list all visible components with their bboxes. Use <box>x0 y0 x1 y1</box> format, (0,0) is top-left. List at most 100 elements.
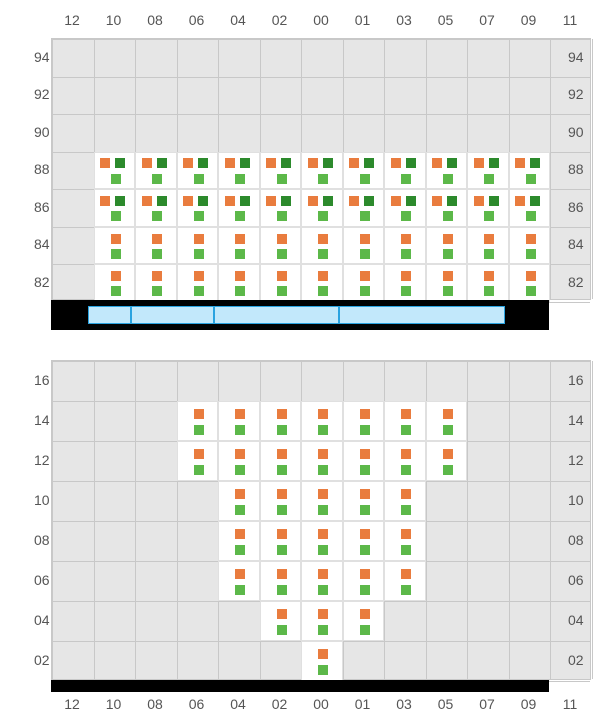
col-label-bottom: 12 <box>64 696 80 712</box>
row-label-left: 14 <box>34 412 50 428</box>
marker <box>235 425 245 435</box>
marker <box>277 271 287 281</box>
cell <box>426 227 468 265</box>
marker <box>152 211 162 221</box>
row-label-left: 82 <box>34 274 50 290</box>
marker <box>447 196 457 206</box>
marker <box>474 196 484 206</box>
marker <box>194 409 204 419</box>
marker <box>281 196 291 206</box>
cell <box>384 189 426 227</box>
row-label-right: 86 <box>568 199 584 215</box>
blue-segment <box>339 306 505 324</box>
col-label-top: 09 <box>521 12 537 28</box>
marker <box>489 196 499 206</box>
cell <box>218 189 260 227</box>
cell <box>301 601 343 641</box>
marker <box>225 158 235 168</box>
row-label-right: 12 <box>568 452 584 468</box>
row-label-left: 10 <box>34 492 50 508</box>
col-label-top: 02 <box>272 12 288 28</box>
marker <box>318 529 328 539</box>
marker <box>142 158 152 168</box>
cell <box>177 264 219 302</box>
marker <box>318 174 328 184</box>
col-label-top: 12 <box>64 12 80 28</box>
marker <box>474 158 484 168</box>
cell <box>509 152 551 190</box>
marker <box>318 425 328 435</box>
marker <box>443 234 453 244</box>
marker <box>318 665 328 675</box>
marker <box>194 174 204 184</box>
marker <box>515 158 525 168</box>
marker <box>364 196 374 206</box>
marker <box>401 234 411 244</box>
cell <box>218 441 260 481</box>
marker <box>360 249 370 259</box>
marker <box>152 271 162 281</box>
marker <box>277 174 287 184</box>
col-label-bottom: 07 <box>479 696 495 712</box>
row-label-right: 92 <box>568 86 584 102</box>
marker <box>401 569 411 579</box>
col-label-bottom: 09 <box>521 696 537 712</box>
cell <box>94 189 136 227</box>
marker <box>266 196 276 206</box>
cell <box>343 227 385 265</box>
marker <box>266 158 276 168</box>
marker <box>115 158 125 168</box>
marker <box>235 271 245 281</box>
cell <box>218 401 260 441</box>
cell <box>260 521 302 561</box>
marker <box>526 249 536 259</box>
marker <box>401 249 411 259</box>
cell <box>260 227 302 265</box>
marker <box>318 271 328 281</box>
cell <box>301 641 343 681</box>
cell <box>135 189 177 227</box>
marker <box>157 158 167 168</box>
col-label-top: 10 <box>106 12 122 28</box>
marker <box>318 545 328 555</box>
row-label-right: 14 <box>568 412 584 428</box>
section-bot <box>51 360 591 680</box>
marker <box>235 545 245 555</box>
marker <box>515 196 525 206</box>
row-label-left: 90 <box>34 124 50 140</box>
marker <box>360 409 370 419</box>
marker <box>360 585 370 595</box>
cell <box>135 227 177 265</box>
blue-segment <box>214 306 339 324</box>
marker <box>360 505 370 515</box>
cell <box>177 401 219 441</box>
marker <box>111 286 121 296</box>
cell <box>467 189 509 227</box>
cell <box>509 264 551 302</box>
row-label-right: 02 <box>568 652 584 668</box>
marker <box>100 196 110 206</box>
col-label-top: 07 <box>479 12 495 28</box>
col-label-top: 08 <box>147 12 163 28</box>
cell <box>260 264 302 302</box>
marker <box>235 211 245 221</box>
marker <box>152 174 162 184</box>
cell <box>301 189 343 227</box>
marker <box>360 425 370 435</box>
row-label-right: 90 <box>568 124 584 140</box>
marker <box>526 234 536 244</box>
marker <box>235 174 245 184</box>
cell <box>384 401 426 441</box>
marker <box>318 489 328 499</box>
marker <box>318 649 328 659</box>
row-label-left: 16 <box>34 372 50 388</box>
cell <box>509 227 551 265</box>
marker <box>277 625 287 635</box>
col-label-bottom: 11 <box>563 696 578 712</box>
row-label-left: 12 <box>34 452 50 468</box>
cell <box>218 561 260 601</box>
marker <box>401 505 411 515</box>
row-label-left: 04 <box>34 612 50 628</box>
col-label-top: 06 <box>189 12 205 28</box>
marker <box>360 625 370 635</box>
